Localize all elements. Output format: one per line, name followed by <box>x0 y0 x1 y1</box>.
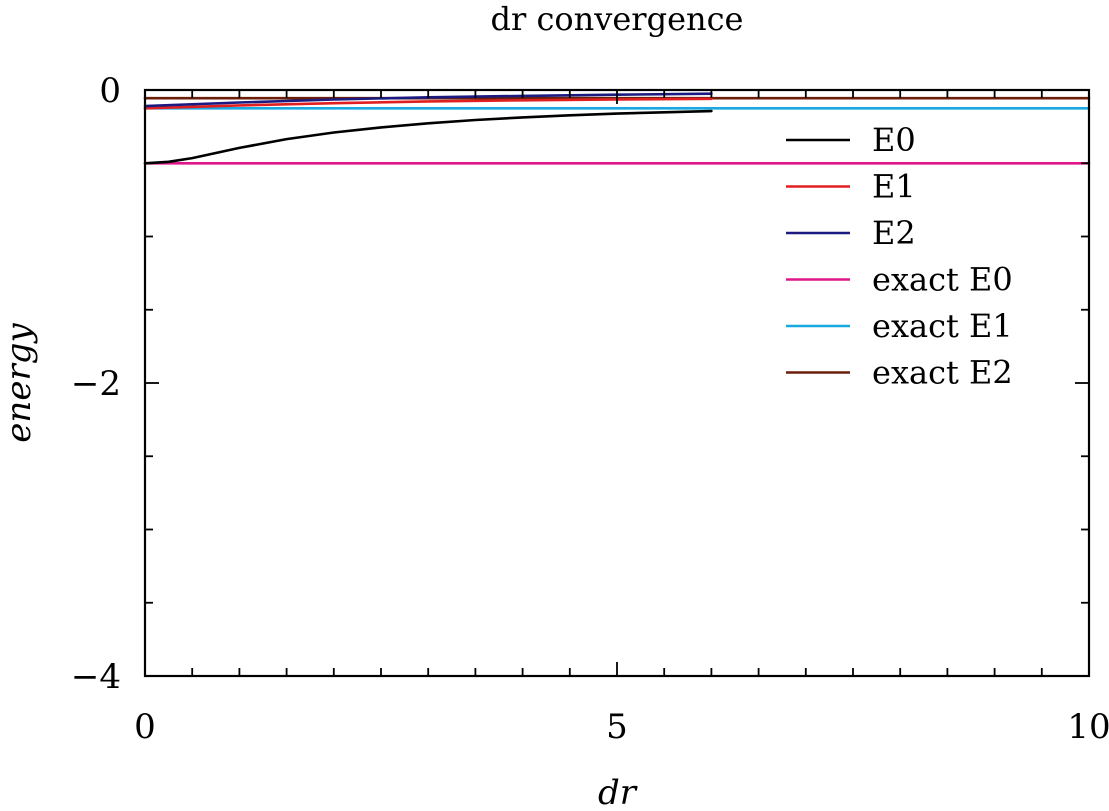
legend-label-e1: E1 <box>872 168 916 206</box>
legend-label-exact-e2: exact E2 <box>872 354 1013 392</box>
x-tick-label: 5 <box>606 707 628 747</box>
series-line-e0 <box>143 109 713 165</box>
series-layer <box>143 92 1091 165</box>
y-axis-label: energy <box>0 323 39 443</box>
legend-label-e2: E2 <box>872 214 916 252</box>
y-tick-label: 0 <box>99 71 121 111</box>
y-tick-label: −2 <box>71 364 121 404</box>
y-tick-label: −4 <box>71 657 121 697</box>
legend-label-exact-e1: exact E1 <box>872 307 1013 345</box>
x-tick-label: 0 <box>134 707 156 747</box>
plot-frame <box>143 88 1091 678</box>
legend: E0 E1 E2 exact E0 exact E1 exact E2 <box>786 121 1013 392</box>
chart-title: dr convergence <box>491 0 744 38</box>
tick-labels-layer: 0 5 10 0 −2 −4 <box>71 71 1109 747</box>
x-axis-label: dr <box>598 773 638 811</box>
legend-label-e0: E0 <box>872 121 916 159</box>
x-tick-label: 10 <box>1067 707 1109 747</box>
legend-label-exact-e0: exact E0 <box>872 261 1013 299</box>
